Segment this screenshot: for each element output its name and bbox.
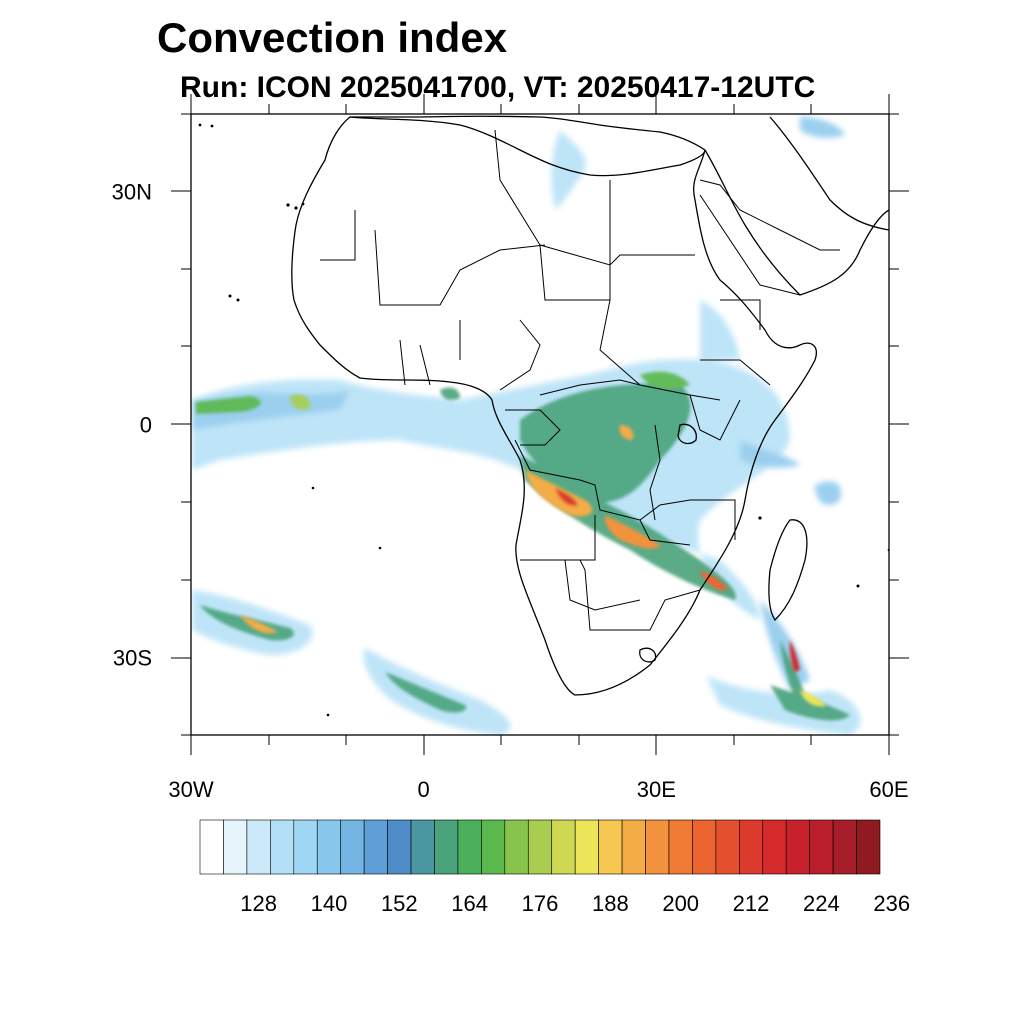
colorbar-box xyxy=(551,819,576,875)
colorbar-box xyxy=(527,819,553,875)
colorbar-label: 200 xyxy=(662,891,699,916)
colorbar-box xyxy=(832,819,857,875)
colorbar: 128 140 152 164 176 188 200 212 224 236 xyxy=(199,819,910,916)
colorbar-label: 164 xyxy=(451,891,488,916)
lat-label: 30S xyxy=(113,645,152,670)
colorbar-box xyxy=(410,819,435,875)
colorbar-box xyxy=(668,819,693,875)
colorbar-box xyxy=(621,819,646,875)
colorbar-box xyxy=(293,819,318,875)
latitude-labels: 30N 0 30S xyxy=(112,180,152,671)
longitude-labels: 30W 0 30E 60E xyxy=(168,777,908,802)
map-plot-area xyxy=(191,114,889,735)
colorbar-label: 152 xyxy=(381,891,418,916)
lon-label: 60E xyxy=(869,777,908,802)
colorbar-box xyxy=(809,819,834,875)
lat-label: 30N xyxy=(112,180,152,205)
lat-label: 0 xyxy=(140,413,152,438)
colorbar-box xyxy=(223,819,248,875)
colorbar-box xyxy=(598,819,623,875)
colorbar-box xyxy=(739,819,764,875)
colorbar-box xyxy=(692,819,717,875)
lon-label: 30E xyxy=(637,777,676,802)
lon-label: 0 xyxy=(418,777,430,802)
colorbar-label: 188 xyxy=(592,891,629,916)
coastlines xyxy=(291,115,889,696)
colorbar-label: 212 xyxy=(733,891,770,916)
small-islands xyxy=(198,123,889,717)
colorbar-box xyxy=(270,819,295,875)
colorbar-box xyxy=(504,819,529,875)
chart-title: Convection index xyxy=(157,14,508,61)
colorbar-box xyxy=(574,819,599,875)
colorbar-label: 224 xyxy=(803,891,840,916)
colorbar-box xyxy=(785,819,810,875)
colorbar-box xyxy=(762,819,787,875)
colorbar-box xyxy=(457,819,482,875)
colorbar-label: 236 xyxy=(873,891,910,916)
colorbar-label: 128 xyxy=(240,891,277,916)
country-borders xyxy=(320,129,840,631)
lon-label: 30W xyxy=(168,777,213,802)
convection-field-high xyxy=(240,425,826,707)
chart-subtitle: Run: ICON 2025041700, VT: 20250417-12UTC xyxy=(180,71,816,104)
colorbar-box xyxy=(387,819,412,875)
colorbar-box xyxy=(856,819,881,875)
colorbar-box xyxy=(481,819,506,875)
colorbar-box xyxy=(246,819,271,875)
colorbar-box xyxy=(434,819,459,875)
axis-ticks xyxy=(171,94,909,755)
colorbar-box xyxy=(340,819,365,875)
colorbar-box xyxy=(199,819,224,875)
colorbar-box xyxy=(715,819,740,875)
colorbar-box xyxy=(316,819,341,875)
colorbar-box xyxy=(645,819,670,875)
colorbar-label: 176 xyxy=(522,891,559,916)
colorbar-label: 140 xyxy=(311,891,348,916)
colorbar-box xyxy=(363,819,388,875)
